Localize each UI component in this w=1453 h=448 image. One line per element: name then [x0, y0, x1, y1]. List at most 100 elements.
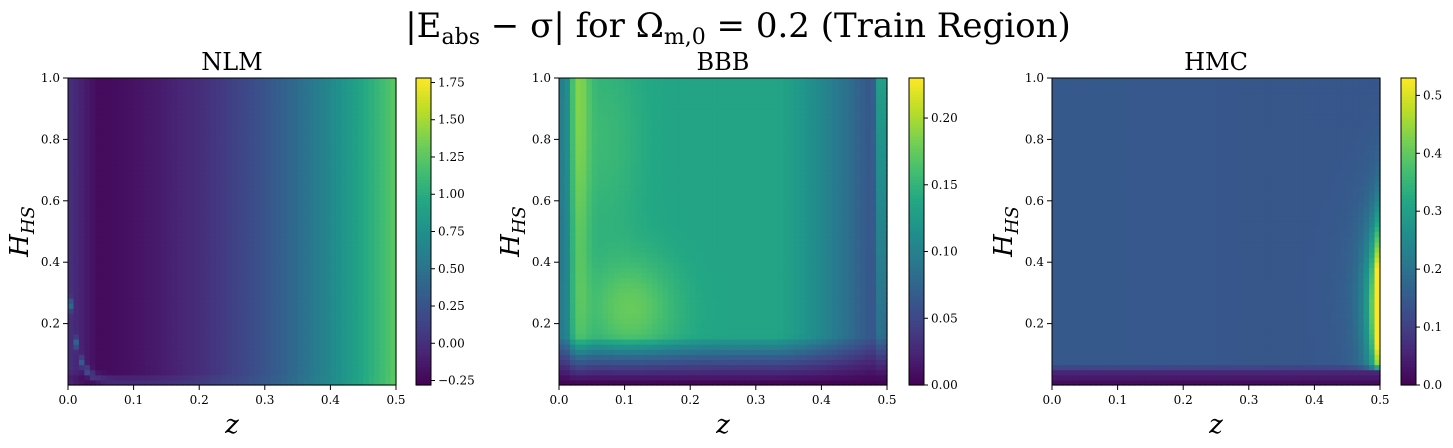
heatmap-cell: [297, 139, 304, 146]
heatmap-cell: [259, 303, 266, 309]
heatmap-cell: [319, 241, 326, 248]
heatmap-cell: [193, 333, 200, 340]
heatmap-cell: [292, 98, 299, 105]
heatmap-cell: [297, 231, 304, 238]
heatmap-cell: [111, 282, 118, 289]
heatmap-cell: [876, 379, 883, 386]
heatmap-cell: [292, 190, 299, 197]
heatmap-cell: [111, 185, 118, 192]
heatmap-cell: [761, 277, 768, 284]
heatmap-cell: [270, 78, 277, 84]
heatmap-cell: [270, 103, 277, 110]
heatmap-cell: [133, 134, 140, 140]
heatmap-cell: [270, 164, 277, 171]
heatmap-cell: [723, 298, 730, 304]
heatmap-cell: [794, 287, 801, 294]
heatmap-cell: [242, 221, 249, 227]
heatmap-cell: [330, 216, 337, 222]
heatmap-cell: [188, 359, 195, 366]
heatmap-cell: [78, 277, 85, 284]
heatmap-cell: [341, 103, 348, 110]
colorbar-segment: [416, 203, 431, 208]
heatmap-cell: [303, 333, 310, 340]
heatmap-cell: [788, 349, 795, 355]
colorbar-segment: [416, 378, 431, 383]
heatmap-cell: [346, 88, 353, 94]
heatmap-cell: [68, 195, 75, 202]
heatmap-cell: [379, 308, 386, 314]
heatmap-cell: [286, 231, 293, 238]
heatmap-cell: [357, 103, 364, 110]
heatmap-cell: [106, 88, 113, 94]
heatmap-cell: [133, 359, 140, 366]
heatmap-cell: [270, 98, 277, 105]
heatmap-cell: [210, 262, 217, 268]
heatmap-cell: [783, 287, 790, 294]
heatmap-cell: [155, 190, 162, 197]
heatmap-cell: [761, 369, 768, 376]
heatmap-cell: [73, 103, 80, 110]
heatmap-cell: [84, 251, 91, 258]
heatmap-cell: [128, 262, 135, 268]
heatmap-cell: [166, 103, 173, 110]
heatmap-cell: [794, 282, 801, 289]
heatmap-cell: [144, 83, 151, 89]
heatmap-cell: [144, 251, 151, 258]
heatmap-cell: [335, 129, 342, 135]
heatmap-cell: [128, 282, 135, 289]
heatmap-cell: [182, 226, 189, 233]
heatmap-cell: [662, 344, 669, 350]
heatmap-cell: [221, 216, 228, 222]
heatmap-cell: [799, 313, 806, 320]
heatmap-cell: [335, 359, 342, 366]
heatmap-cell: [68, 282, 75, 289]
heatmap-cell: [259, 129, 266, 135]
heatmap-cell: [133, 175, 140, 181]
heatmap-cell: [668, 349, 675, 355]
heatmap-cell: [619, 298, 626, 304]
heatmap-cell: [346, 216, 353, 222]
heatmap-cell: [264, 78, 271, 84]
heatmap-cell: [837, 318, 844, 325]
heatmap-cell: [232, 83, 239, 89]
heatmap-cell: [346, 308, 353, 314]
heatmap-cell: [210, 221, 217, 227]
heatmap-cell: [210, 374, 217, 381]
heatmap-cell: [363, 200, 370, 207]
heatmap-cell: [651, 379, 658, 386]
heatmap-cell: [346, 221, 353, 227]
heatmap-cell: [810, 323, 817, 330]
heatmap-cell: [586, 338, 593, 345]
heatmap-cell: [597, 277, 604, 284]
heatmap-cell: [155, 344, 162, 350]
heatmap-cell: [264, 139, 271, 146]
heatmap-cell: [728, 374, 735, 381]
heatmap-cell: [744, 303, 751, 309]
heatmap-cell: [297, 338, 304, 345]
heatmap-cell: [139, 359, 146, 366]
heatmap-cell: [695, 308, 702, 314]
heatmap-cell: [78, 185, 85, 192]
heatmap-cell: [177, 318, 184, 325]
heatmap-cell: [253, 83, 260, 89]
heatmap-cell: [188, 205, 195, 212]
heatmap-cell: [160, 257, 167, 263]
heatmap-cell: [193, 149, 200, 156]
heatmap-cell: [314, 164, 321, 171]
heatmap-cell: [237, 267, 244, 274]
heatmap-cell: [68, 170, 75, 176]
heatmap-cell: [111, 323, 118, 330]
heatmap-cell: [171, 144, 178, 151]
heatmap-cell: [111, 272, 118, 279]
heatmap-cell: [171, 108, 178, 115]
heatmap-cell: [330, 124, 337, 130]
heatmap-cell: [100, 231, 107, 238]
heatmap-cell: [78, 98, 85, 105]
heatmap-cell: [150, 303, 157, 309]
heatmap-cell: [248, 144, 255, 151]
heatmap-cell: [281, 211, 288, 217]
heatmap-cell: [701, 328, 708, 335]
heatmap-cell: [319, 139, 326, 146]
heatmap-cell: [117, 369, 124, 376]
heatmap-cell: [144, 164, 151, 171]
